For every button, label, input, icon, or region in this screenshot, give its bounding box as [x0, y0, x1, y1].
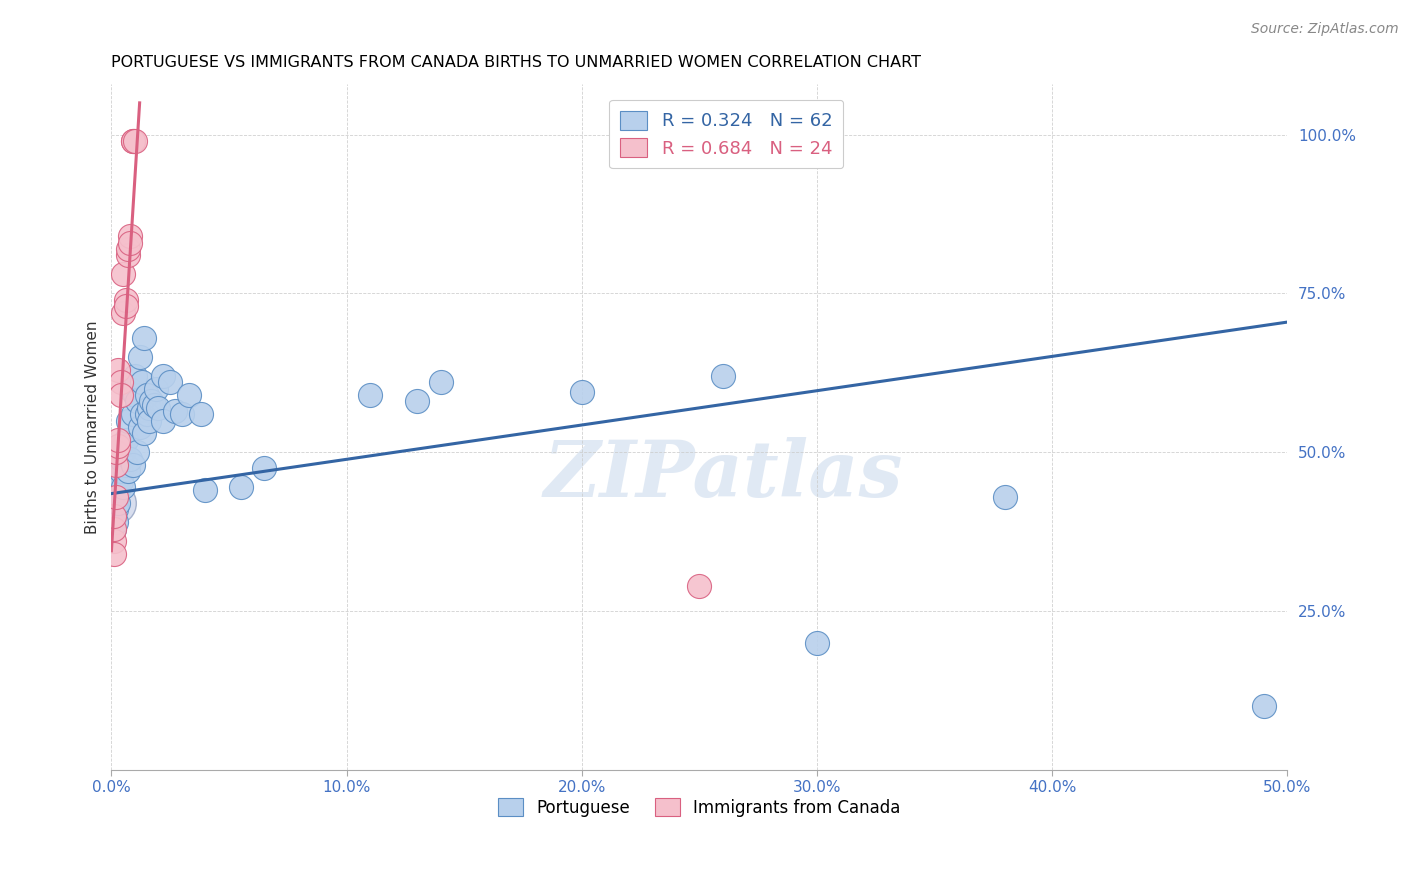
Point	[107, 483, 129, 498]
Point	[117, 248, 139, 262]
Point	[159, 376, 181, 390]
Point	[359, 388, 381, 402]
Point	[105, 496, 128, 510]
Point	[120, 235, 142, 250]
Point	[114, 299, 136, 313]
Point	[103, 496, 125, 510]
Point	[127, 445, 149, 459]
Point	[103, 508, 125, 523]
Point	[163, 404, 186, 418]
Point	[135, 407, 157, 421]
Y-axis label: Births to Unmarried Women: Births to Unmarried Women	[86, 320, 100, 533]
Point	[152, 369, 174, 384]
Point	[103, 522, 125, 536]
Point	[121, 134, 143, 148]
Point	[131, 376, 153, 390]
Point	[138, 413, 160, 427]
Point	[1253, 699, 1275, 714]
Point	[134, 426, 156, 441]
Point	[105, 458, 128, 472]
Point	[107, 362, 129, 376]
Point	[152, 413, 174, 427]
Point	[994, 490, 1017, 504]
Point	[103, 490, 125, 504]
Point	[117, 242, 139, 256]
Point	[145, 382, 167, 396]
Point	[711, 369, 734, 384]
Point	[138, 401, 160, 415]
Point	[107, 496, 129, 510]
Point	[128, 350, 150, 364]
Point	[103, 547, 125, 561]
Text: PORTUGUESE VS IMMIGRANTS FROM CANADA BIRTHS TO UNMARRIED WOMEN CORRELATION CHART: PORTUGUESE VS IMMIGRANTS FROM CANADA BIR…	[111, 55, 921, 70]
Point	[103, 522, 125, 536]
Point	[124, 388, 146, 402]
Point	[253, 461, 276, 475]
Point	[124, 369, 146, 384]
Point	[114, 458, 136, 472]
Point	[121, 407, 143, 421]
Point	[131, 407, 153, 421]
Point	[103, 534, 125, 549]
Point	[112, 305, 135, 319]
Point	[110, 464, 132, 478]
Point	[120, 382, 142, 396]
Point	[114, 433, 136, 447]
Point	[117, 464, 139, 478]
Point	[110, 376, 132, 390]
Point	[103, 508, 125, 523]
Point	[105, 480, 128, 494]
Point	[110, 474, 132, 488]
Point	[112, 439, 135, 453]
Point	[107, 471, 129, 485]
Point	[105, 502, 128, 516]
Point	[117, 413, 139, 427]
Point	[112, 480, 135, 494]
Point	[170, 407, 193, 421]
Point	[229, 480, 252, 494]
Point	[127, 394, 149, 409]
Point	[114, 293, 136, 307]
Point	[190, 407, 212, 421]
Point	[105, 445, 128, 459]
Point	[148, 401, 170, 415]
Point	[429, 376, 451, 390]
Point	[124, 134, 146, 148]
Text: ZIPatlas: ZIPatlas	[543, 437, 903, 513]
Point	[105, 515, 128, 529]
Legend: Portuguese, Immigrants from Canada: Portuguese, Immigrants from Canada	[491, 791, 907, 823]
Point	[142, 398, 165, 412]
Point	[406, 394, 429, 409]
Point	[105, 490, 128, 504]
Point	[121, 134, 143, 148]
Point	[177, 388, 200, 402]
Text: Source: ZipAtlas.com: Source: ZipAtlas.com	[1251, 22, 1399, 37]
Point	[120, 451, 142, 466]
Point	[120, 229, 142, 244]
Point	[112, 445, 135, 459]
Point	[107, 439, 129, 453]
Point	[194, 483, 217, 498]
Point	[134, 331, 156, 345]
Point	[806, 636, 828, 650]
Point	[135, 388, 157, 402]
Point	[688, 579, 710, 593]
Point	[110, 451, 132, 466]
Point	[141, 394, 163, 409]
Point	[128, 420, 150, 434]
Point	[104, 496, 127, 510]
Point	[121, 458, 143, 472]
Point	[107, 477, 129, 491]
Point	[110, 388, 132, 402]
Point	[107, 433, 129, 447]
Point	[571, 384, 593, 399]
Point	[112, 268, 135, 282]
